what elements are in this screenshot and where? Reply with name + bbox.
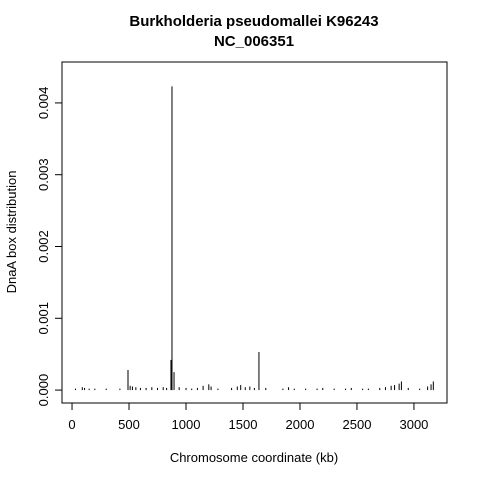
x-tick-label: 2000 xyxy=(286,417,315,432)
chart-title: Burkholderia pseudomallei K96243 xyxy=(129,13,378,30)
x-tick-label: 1000 xyxy=(172,417,201,432)
y-tick-label: 0.004 xyxy=(36,87,51,120)
x-tick-label: 3000 xyxy=(399,417,428,432)
x-tick-label: 1500 xyxy=(229,417,258,432)
y-tick-label: 0.002 xyxy=(36,230,51,263)
y-tick-label: 0.000 xyxy=(36,374,51,407)
plot-frame xyxy=(61,61,448,404)
y-axis-label: DnaA box distribution xyxy=(4,171,19,294)
x-tick-label: 2500 xyxy=(343,417,372,432)
x-tick-label: 500 xyxy=(118,417,140,432)
y-tick-label: 0.001 xyxy=(36,302,51,335)
chart-subtitle: NC_006351 xyxy=(214,33,294,50)
x-tick-label: 0 xyxy=(68,417,75,432)
y-tick-label: 0.003 xyxy=(36,158,51,191)
x-axis-label: Chromosome coordinate (kb) xyxy=(170,450,338,465)
